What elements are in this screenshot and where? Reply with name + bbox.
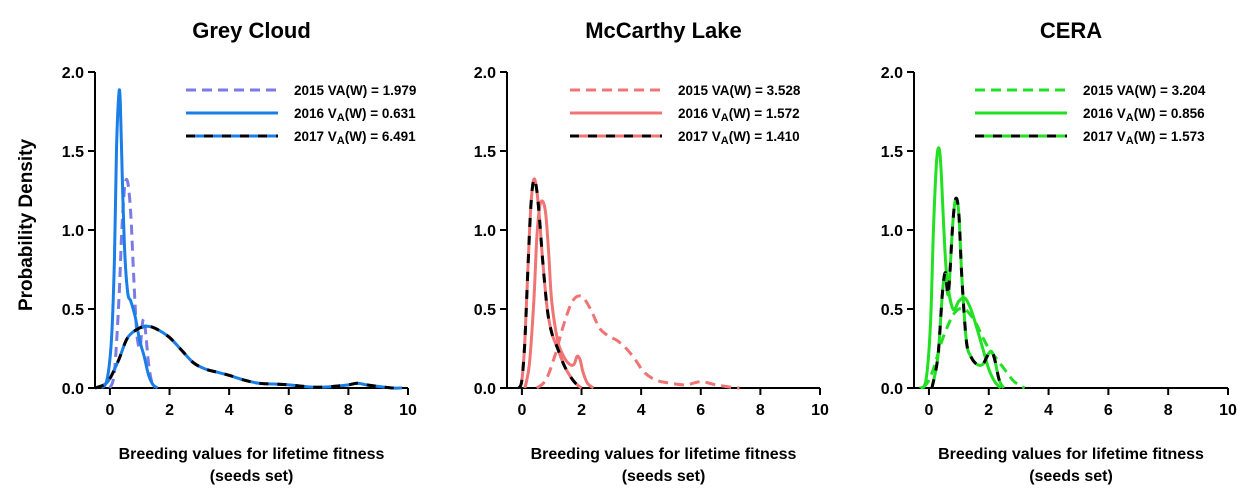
series-line-3-dash xyxy=(94,324,403,390)
legend-entry: 2015 VA(W) = 3.528 xyxy=(570,83,801,98)
chart-panel-1: Grey Cloud 0.0 0.5 1.0 1.5 2.0 0 2 4 6 8 10 Breeding… xyxy=(62,18,417,485)
legend-label: 2015 VA(W) = 1.979 xyxy=(294,83,416,98)
legend-label: 2015 VA(W) = 3.528 xyxy=(678,83,801,98)
legend-label: 2017 VA(W) = 1.410 xyxy=(678,129,800,147)
series-line-3-dash xyxy=(930,196,1006,389)
x-tick-label: 8 xyxy=(1164,402,1173,419)
y-axis-label: Probability Density xyxy=(16,139,37,312)
x-tick-label: 0 xyxy=(105,402,114,419)
y-tick-label: 2.0 xyxy=(474,65,496,82)
chart-title: CERA xyxy=(1040,18,1102,43)
y-tick-label: 1.0 xyxy=(62,223,84,240)
legend-entry: 2016 VA(W) = 0.631 xyxy=(186,106,416,124)
x-tick-label: 6 xyxy=(284,402,293,419)
x-tick-label: 8 xyxy=(344,402,353,419)
chart-title: Grey Cloud xyxy=(192,18,311,43)
x-tick-label: 10 xyxy=(1219,402,1237,419)
series-line-2 xyxy=(523,199,595,390)
x-tick-label: 4 xyxy=(225,402,234,419)
legend-label: 2016 VA(W) = 0.631 xyxy=(294,106,416,124)
legend: 2015 VA(W) = 3.204 2016 VA(W) = 0.856 2017… xyxy=(975,83,1206,147)
legend-entry: 2016 VA(W) = 1.572 xyxy=(570,106,800,124)
legend-label: 2015 VA(W) = 3.204 xyxy=(1083,83,1206,98)
x-tick-label: 4 xyxy=(637,402,646,419)
y-tick-label: 2.0 xyxy=(881,65,903,82)
x-tick-label: 10 xyxy=(399,402,417,419)
y-tick-label: 2.0 xyxy=(62,65,84,82)
x-axis-label: Breeding values for lifetime fitness xyxy=(531,446,797,463)
x-tick-label: 2 xyxy=(984,402,993,419)
legend: 2015 VA(W) = 3.528 2016 VA(W) = 1.572 2017… xyxy=(570,83,801,147)
x-tick-label: 10 xyxy=(811,402,829,419)
y-tick-label: 1.5 xyxy=(62,144,84,161)
series-line-2 xyxy=(99,88,159,390)
y-tick-label: 0.5 xyxy=(881,302,903,319)
legend-entry: 2016 VA(W) = 0.856 xyxy=(975,106,1205,124)
y-tick-label: 1.5 xyxy=(474,144,496,161)
legend-entry: 2017 VA(W) = 1.410 xyxy=(570,129,800,147)
y-tick-label: 1.5 xyxy=(881,144,903,161)
legend-label: 2017 VA(W) = 6.491 xyxy=(294,129,416,147)
x-axis-label: Breeding values for lifetime fitness xyxy=(938,446,1204,463)
x-axis-label-units: (seeds set) xyxy=(1029,468,1113,485)
x-axis-label-units: (seeds set) xyxy=(210,468,294,485)
chart-panel-3: CERA 0.0 0.5 1.0 1.5 2.0 0 2 4 6 8 10 Breeding value… xyxy=(881,18,1237,485)
series-line-1 xyxy=(535,294,740,390)
panels: Grey Cloud 0.0 0.5 1.0 1.5 2.0 0 2 4 6 8 10 Breeding… xyxy=(62,18,1237,485)
chart-title: McCarthy Lake xyxy=(585,18,742,43)
series-line-3-dash xyxy=(517,177,583,390)
legend-entry: 2015 VA(W) = 1.979 xyxy=(186,83,416,98)
x-axis-label: Breeding values for lifetime fitness xyxy=(119,446,385,463)
x-tick-label: 2 xyxy=(165,402,174,419)
legend-label: 2016 VA(W) = 0.856 xyxy=(1083,106,1205,124)
chart-panel-2: McCarthy Lake 0.0 0.5 1.0 1.5 2.0 0 2 4 6 8 10 Breed… xyxy=(474,18,829,485)
y-tick-label: 1.0 xyxy=(474,223,496,240)
legend-entry: 2015 VA(W) = 3.204 xyxy=(975,83,1206,98)
y-tick-label: 0.5 xyxy=(62,302,84,319)
legend-entry: 2017 VA(W) = 1.573 xyxy=(975,129,1205,147)
series-line-3 xyxy=(94,324,403,390)
x-tick-label: 8 xyxy=(756,402,765,419)
x-tick-label: 6 xyxy=(696,402,705,419)
legend-label: 2016 VA(W) = 1.572 xyxy=(678,106,800,124)
y-tick-label: 0.5 xyxy=(474,302,496,319)
x-tick-label: 0 xyxy=(924,402,933,419)
legend-label: 2017 VA(W) = 1.573 xyxy=(1083,129,1205,147)
y-tick-label: 1.0 xyxy=(881,223,903,240)
y-tick-label: 0.0 xyxy=(881,381,903,398)
series-line-3 xyxy=(930,196,1006,389)
series-line-1 xyxy=(108,177,156,389)
x-tick-label: 0 xyxy=(517,402,526,419)
x-tick-label: 2 xyxy=(577,402,586,419)
x-tick-label: 6 xyxy=(1104,402,1113,419)
x-axis-label-units: (seeds set) xyxy=(622,468,706,485)
legend: 2015 VA(W) = 1.979 2016 VA(W) = 0.631 2017… xyxy=(186,83,416,147)
x-tick-label: 4 xyxy=(1044,402,1053,419)
y-tick-label: 0.0 xyxy=(474,381,496,398)
y-tick-label: 0.0 xyxy=(62,381,84,398)
series-line-3 xyxy=(517,177,583,390)
legend-entry: 2017 VA(W) = 6.491 xyxy=(186,129,416,147)
